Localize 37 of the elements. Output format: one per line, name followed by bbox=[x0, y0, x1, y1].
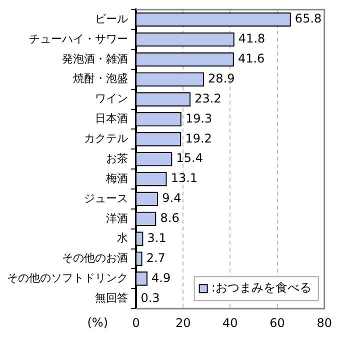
data-label: 15.4 bbox=[176, 151, 203, 166]
y-tick-label: お茶 bbox=[106, 152, 128, 165]
x-tick-label: 60 bbox=[270, 316, 285, 330]
data-label: 65.8 bbox=[294, 12, 322, 26]
data-label: 4.9 bbox=[152, 270, 171, 285]
data-label: 28.9 bbox=[208, 71, 235, 86]
data-label: 23.2 bbox=[194, 91, 222, 106]
data-label: 13.1 bbox=[170, 171, 198, 186]
y-tick-label: ジュース bbox=[84, 192, 128, 205]
data-label: 19.2 bbox=[185, 131, 212, 146]
y-tick-label: 洋酒 bbox=[106, 212, 128, 225]
y-tick-label: ワイン bbox=[95, 92, 128, 106]
y-tick-label: 水 bbox=[117, 232, 128, 245]
x-tick-label: 40 bbox=[222, 316, 238, 330]
data-label: 0.3 bbox=[140, 290, 160, 305]
y-tick-label: その他のソフトドリンク bbox=[7, 272, 128, 285]
y-tick-label: カクテル bbox=[84, 132, 128, 146]
data-label: 2.7 bbox=[146, 250, 166, 265]
data-label: 9.4 bbox=[162, 191, 182, 206]
y-tick-label: 無回答 bbox=[95, 291, 128, 304]
x-tick-label: 0 bbox=[132, 316, 140, 330]
y-tick-label: 発泡酒・雑酒 bbox=[62, 52, 128, 66]
data-label: 19.3 bbox=[185, 111, 212, 126]
y-tick-label: 焼酎・泡盛 bbox=[73, 72, 128, 86]
data-label: 8.6 bbox=[160, 211, 180, 226]
data-label: 41.8 bbox=[238, 32, 266, 46]
x-tick-label: 20 bbox=[175, 316, 191, 330]
y-tick-label: 梅酒 bbox=[105, 172, 128, 185]
y-tick-label: ビール bbox=[95, 12, 128, 26]
x-axis-title: (%) bbox=[87, 316, 108, 330]
x-tick-label: 80 bbox=[316, 316, 332, 330]
y-tick-label: その他のお酒 bbox=[62, 252, 128, 265]
legend-label: :おつまみを食べる bbox=[211, 280, 312, 295]
y-tick-label: チューハイ・サワー bbox=[29, 32, 128, 46]
y-tick-label: 日本酒 bbox=[95, 112, 128, 126]
data-label: 3.1 bbox=[147, 230, 166, 245]
data-label: 41.6 bbox=[238, 52, 265, 66]
